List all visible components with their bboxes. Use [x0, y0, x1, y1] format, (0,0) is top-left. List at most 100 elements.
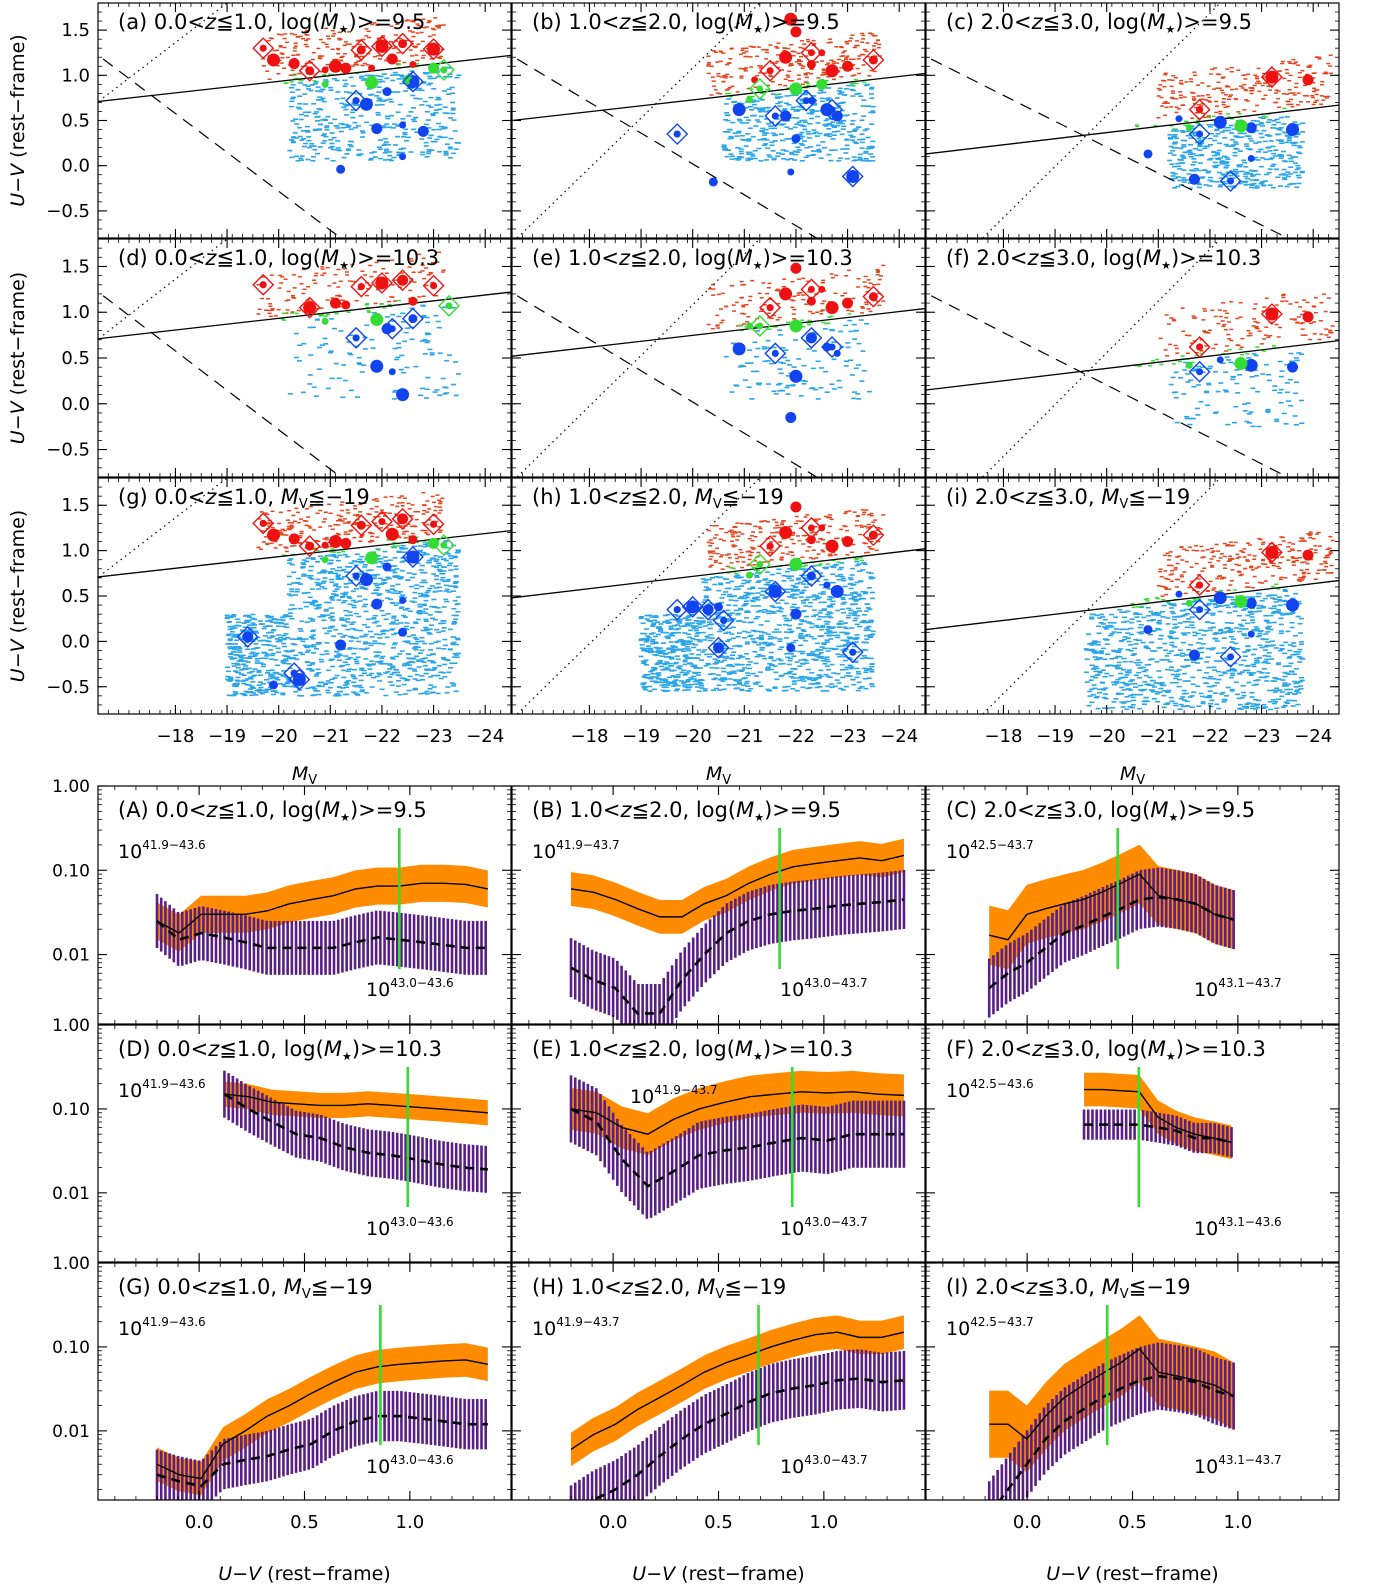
xray-agn-diamond: [252, 273, 275, 296]
red-agn-point: [341, 300, 351, 310]
redshift-symbol: z: [1031, 10, 1044, 34]
y-tick-label: 0.0: [61, 394, 90, 415]
xray-agn-center: [306, 67, 314, 75]
blue-agn-point: [833, 349, 841, 357]
red-agn-point: [1302, 74, 1314, 86]
blue-agn-point: [370, 359, 384, 373]
mass-limit-line: [516, 295, 817, 477]
xray-agn-diamond: [1260, 303, 1283, 326]
xray-agn-diamond: [381, 317, 404, 340]
y-tick-label: 1.0: [61, 302, 90, 323]
blue-agn-point: [1143, 149, 1153, 159]
xray-agn-diamond: [748, 314, 771, 337]
red-agn-point: [784, 12, 798, 26]
blue-agn-point: [371, 123, 383, 135]
panel-plot-area: [926, 239, 1339, 477]
xray-agn-diamond: [800, 278, 823, 301]
cut-text: log(: [281, 246, 321, 270]
xray-agn-diamond: [841, 165, 864, 188]
panel-title: (f) 2.0<z≦3.0, log(M★)>=10.3: [946, 246, 1261, 272]
completeness-limit-line: [102, 3, 228, 99]
red-blue-divider-line: [98, 54, 511, 103]
xray-agn-center: [357, 46, 365, 54]
cmd-panel-b: (b) 1.0<z≦2.0, log(M★)>=9.5: [511, 2, 926, 239]
green-agn-point: [1234, 356, 1248, 370]
red-agn-point: [842, 60, 854, 72]
xray-agn-diamond: [252, 37, 275, 60]
xray-agn-diamond: [391, 32, 414, 55]
red-agn-point: [409, 60, 417, 68]
xray-agn-center: [409, 315, 417, 323]
mass-limit-line: [102, 58, 341, 238]
xray-agn-center: [771, 349, 779, 357]
blue-agn-point: [732, 103, 746, 117]
xray-agn-center: [259, 44, 267, 52]
blue-agn-point: [1245, 122, 1257, 134]
xray-agn-center: [357, 283, 365, 291]
xray-agn-center: [409, 78, 417, 86]
xray-agn-center: [766, 67, 774, 75]
red-agn-point: [321, 66, 329, 74]
panel-label: (d) 0.0<: [118, 246, 205, 270]
xray-agn-diamond: [759, 59, 782, 82]
green-agn-point: [428, 62, 440, 74]
red-agn-point: [1302, 311, 1314, 323]
blue-agn-point: [382, 87, 392, 97]
xray-agn-diamond: [345, 326, 368, 349]
cut-text: log(: [695, 10, 735, 34]
panel-label: (e) 1.0<: [532, 246, 619, 270]
panel-frame: [925, 238, 1340, 478]
panel-title: (b) 1.0<z≦2.0, log(M★)>=9.5: [532, 10, 840, 36]
red-blue-divider-line: [512, 72, 925, 122]
green-agn-point: [745, 96, 753, 104]
panel-plot-area: [926, 3, 1339, 238]
green-agn-point: [789, 319, 803, 333]
panel-title: (e) 1.0<z≦2.0, log(M★)>=10.3: [532, 246, 853, 272]
xray-agn-diamond: [1188, 98, 1211, 121]
panel-frame: [97, 238, 512, 478]
red-agn-point: [267, 53, 281, 67]
blue-agn-point: [789, 369, 803, 383]
cmd-panel-d: −0.5 0.0 0.5 1.0 1.5 (d) 0.0<z≦1.0, log(M★)>=…: [46, 238, 512, 478]
xray-agn-center: [756, 85, 764, 93]
xray-agn-diamond: [764, 104, 787, 127]
y-tick-label: 1.5: [61, 20, 90, 41]
xray-agn-center: [1196, 343, 1204, 351]
xray-agn-center: [673, 130, 681, 138]
mass-limit-line: [102, 295, 342, 477]
xray-agn-center: [430, 45, 438, 53]
xray-agn-center: [807, 49, 815, 57]
xray-agn-diamond: [1188, 360, 1211, 383]
xray-agn-diamond: [391, 269, 414, 292]
panel-label: (f) 2.0<: [946, 246, 1027, 270]
panel-plot-area: [98, 3, 511, 238]
redshift-bound: ≦1.0,: [216, 246, 280, 270]
xray-agn-diamond: [370, 271, 393, 294]
xray-agn-center: [378, 279, 386, 287]
red-agn-point: [825, 301, 839, 315]
red-agn-point: [790, 262, 802, 274]
mass-symbol: M: [321, 10, 339, 34]
mass-symbol: M: [1143, 246, 1161, 270]
blue-agn-point: [820, 103, 834, 117]
xray-agn-center: [306, 304, 314, 312]
red-agn-point: [779, 287, 793, 301]
red-blue-divider-line: [98, 291, 511, 340]
cut-value: )>=9.5: [1175, 10, 1252, 34]
panel-frame: [925, 2, 1340, 239]
cmd-panel-g: −18 −19 −20 −21 −22 −23 −24−0.50.00.51.01.5 (g)…: [46, 477, 512, 747]
xray-agn-center: [828, 343, 836, 351]
cut-text: log(: [280, 10, 320, 34]
mass-symbol: M: [735, 10, 753, 34]
red-agn-point: [288, 58, 300, 70]
green-agn-point: [1234, 119, 1248, 133]
panel-title: (d) 0.0<z≦1.0, log(M★)>=10.3: [118, 246, 439, 272]
xray-agn-diamond: [298, 59, 321, 82]
xray-agn-diamond: [800, 326, 823, 349]
completeness-limit-line: [982, 3, 1221, 238]
y-tick-label: 1.0: [61, 65, 90, 86]
red-agn-point: [328, 59, 342, 73]
xray-agn-diamond: [422, 274, 445, 297]
cut-text: log(: [1107, 10, 1147, 34]
